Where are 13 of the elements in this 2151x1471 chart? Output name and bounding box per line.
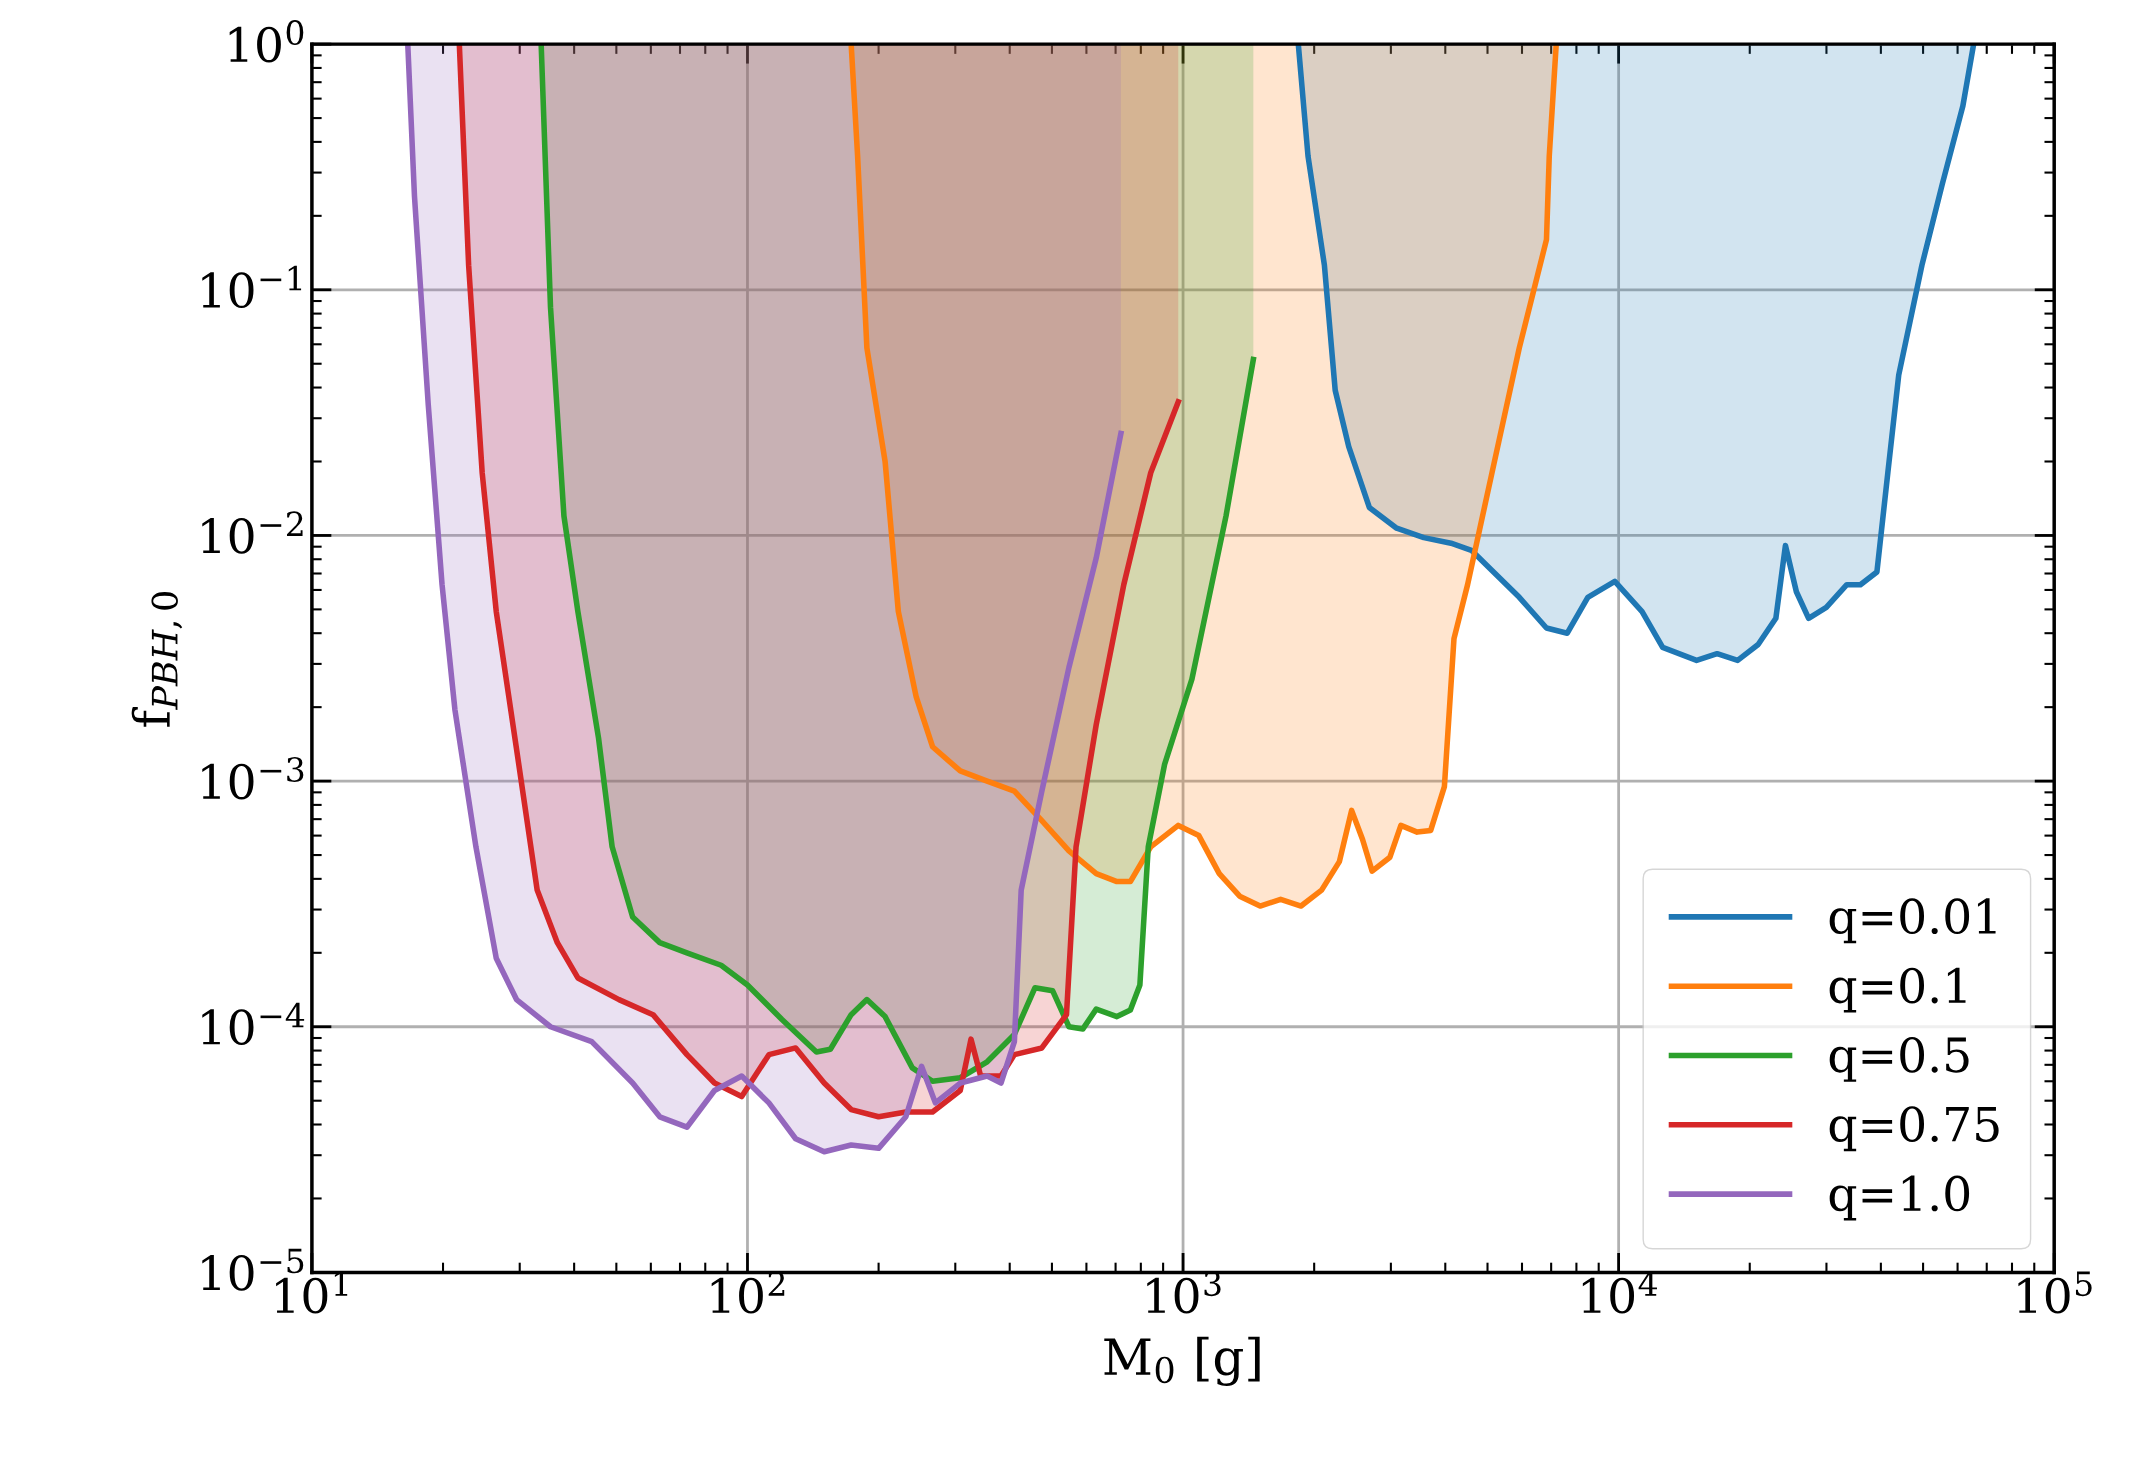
y-tick-label: 10$^{−1}$ xyxy=(202,265,302,309)
legend-label: q=0.5 xyxy=(1829,1036,1969,1082)
legend-label: q=0.75 xyxy=(1829,1106,1999,1152)
x-tick-label: 10$^{5}$ xyxy=(2018,1271,2092,1314)
legend-label: q=1.0 xyxy=(1829,1175,1970,1221)
legend-label: q=0.1 xyxy=(1829,967,1966,1013)
x-axis-title: M$_{0}$ [g] xyxy=(1104,1336,1260,1386)
y-tick-label: 10$^{0}$ xyxy=(229,20,304,63)
y-tick-label: 10$^{−3}$ xyxy=(202,757,304,800)
legend-label: q=0.01 xyxy=(1829,898,1996,944)
y-axis-title: f$_{PBH,0}$ xyxy=(131,592,183,727)
y-tick-label: 10$^{−2}$ xyxy=(202,511,303,554)
y-tick-label: 10$^{−4}$ xyxy=(202,1002,305,1046)
